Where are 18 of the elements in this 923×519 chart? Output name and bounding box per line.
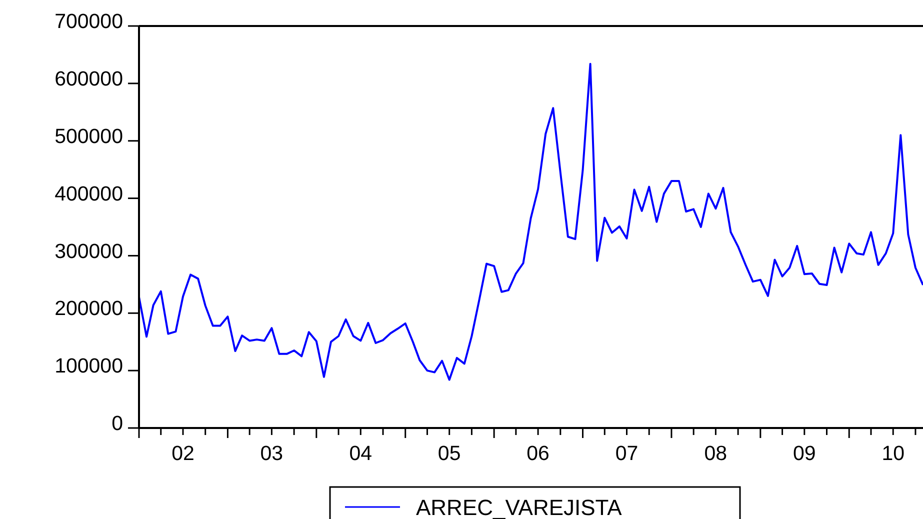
- legend-label: ARREC_VAREJISTA: [416, 495, 622, 519]
- x-tick-label: 05: [438, 442, 461, 465]
- x-tick-label: 10: [882, 442, 905, 465]
- x-tick-label: 07: [615, 442, 638, 465]
- y-tick-label: 200000: [54, 297, 123, 320]
- x-tick-label: 03: [260, 442, 284, 465]
- y-tick-label: 700000: [54, 10, 123, 34]
- y-tick-label: 400000: [54, 182, 123, 206]
- x-tick-label: 08: [704, 442, 728, 465]
- y-tick-label: 0: [112, 412, 123, 436]
- x-tick-label: 09: [792, 442, 816, 465]
- y-tick-label: 100000: [54, 354, 123, 378]
- x-tick-label: 04: [349, 442, 372, 465]
- y-tick-label: 600000: [54, 67, 123, 90]
- y-tick-label: 500000: [54, 124, 123, 148]
- y-tick-label: 300000: [54, 240, 123, 263]
- x-tick-label: 06: [526, 442, 550, 465]
- x-tick-label: 02: [172, 442, 194, 465]
